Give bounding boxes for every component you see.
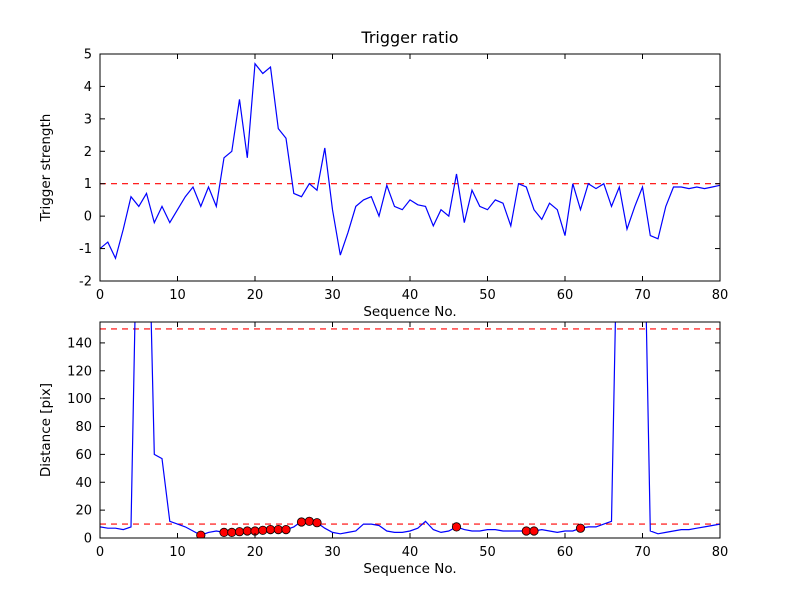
outlier-marker [219, 527, 229, 538]
x-tick-label: 0 [96, 545, 104, 560]
outlier-marker [296, 517, 307, 527]
y-tick-label: 1 [84, 177, 92, 192]
y-tick-label: 0 [84, 532, 92, 547]
outlier-marker [575, 523, 586, 533]
x-tick-label: 70 [634, 288, 651, 303]
x-tick-label: 40 [402, 288, 419, 303]
outlier-marker [227, 527, 237, 538]
axes-frame [99, 321, 721, 539]
y-tick-label: 5 [84, 48, 92, 63]
outlier-marker [281, 524, 291, 535]
x-tick-label: 80 [712, 288, 729, 303]
y-tick-label: 3 [84, 112, 92, 127]
x-tick-label: 60 [557, 545, 574, 560]
y-tick-label: 20 [75, 504, 92, 519]
y-tick-label: 2 [84, 145, 92, 160]
x-tick-label: 50 [479, 545, 496, 560]
y-axis-label: Distance [pix] [38, 383, 54, 477]
outlier-marker [265, 524, 276, 535]
x-tick-label: 30 [324, 288, 341, 303]
y-tick-label: 40 [75, 476, 92, 491]
x-tick-label: 20 [247, 545, 264, 560]
x-tick-label: 80 [712, 545, 729, 560]
x-tick-label: 30 [324, 545, 341, 560]
data-line [100, 322, 720, 536]
outlier-marker [304, 516, 314, 526]
x-tick-label: 40 [402, 545, 419, 560]
outlier-marker [242, 526, 252, 536]
outlier-marker [273, 524, 283, 535]
y-tick-label: -1 [79, 242, 92, 257]
outlier-marker [451, 522, 462, 532]
data-line [100, 62, 720, 261]
x-tick-label: 50 [479, 288, 496, 303]
y-tick-label: -2 [79, 275, 92, 290]
outlier-marker [234, 527, 245, 537]
y-tick-label: 4 [84, 80, 92, 95]
x-tick-label: 10 [169, 288, 186, 303]
y-tick-label: 100 [67, 392, 92, 407]
y-tick-label: 0 [84, 210, 92, 225]
x-tick-label: 20 [247, 288, 264, 303]
subplot-1: 0 10 20 30 40 50 60 70 80 0 20 40 60 80 100 120 140 Seque… [38, 321, 729, 577]
y-tick-label: 60 [75, 448, 92, 463]
chart-title: Trigger ratio [360, 28, 458, 47]
y-tick-label: 140 [67, 336, 92, 351]
axes-frame [99, 53, 721, 282]
y-tick-label: 80 [75, 420, 92, 435]
x-tick-label: 60 [557, 288, 574, 303]
y-axis-label: Trigger strength [38, 114, 54, 223]
x-tick-label: 10 [169, 545, 186, 560]
y-tick-label: 120 [67, 364, 92, 379]
outlier-marker [258, 525, 268, 535]
outlier-marker [196, 530, 206, 538]
x-axis-label: Sequence No. [363, 561, 456, 577]
outlier-marker [312, 518, 322, 528]
subplot-0: 0 10 20 30 40 50 60 70 80 -2 -1 0 1 2 3 4 5 Trigger ratio… [38, 28, 728, 320]
outlier-marker [529, 526, 539, 536]
x-tick-label: 0 [96, 288, 104, 303]
outlier-marker [521, 526, 531, 536]
x-axis-label: Sequence No. [363, 304, 456, 320]
x-tick-label: 70 [634, 545, 651, 560]
